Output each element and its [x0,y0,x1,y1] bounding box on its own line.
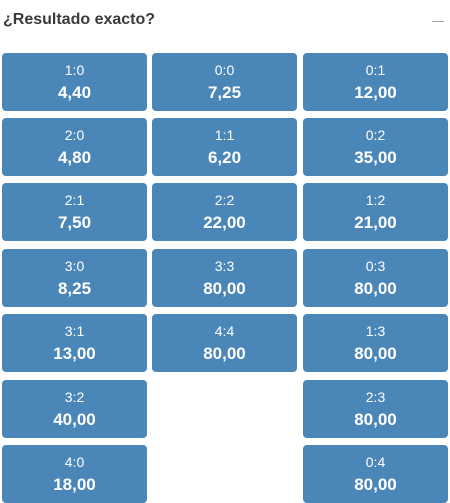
odd-value: 80,00 [203,344,246,363]
score-label: 0:4 [365,454,386,470]
score-label: 2:1 [64,192,85,208]
market-title: ¿Resultado exacto? [3,11,156,28]
odd-button-0-0[interactable]: 0:0 7,25 [152,53,297,111]
odd-button-1-2[interactable]: 1:2 21,00 [303,183,448,241]
odd-value: 35,00 [354,148,397,167]
minus-icon[interactable] [430,12,446,30]
score-label: 2:3 [365,389,386,405]
odd-value: 40,00 [53,410,96,429]
score-label: 0:1 [365,62,386,78]
odd-value: 22,00 [203,213,246,232]
odd-value: 4,80 [57,148,92,167]
score-label: 3:2 [64,389,85,405]
odd-button-3-3[interactable]: 3:3 80,00 [152,249,297,307]
odd-value: 4,40 [57,83,92,102]
score-label: 3:0 [64,258,85,274]
odd-button-3-2[interactable]: 3:2 40,00 [2,380,147,438]
score-label: 4:4 [214,323,235,339]
score-label: 0:2 [365,127,386,143]
odd-button-2-3[interactable]: 2:3 80,00 [303,380,448,438]
odd-value: 12,00 [354,83,397,102]
odd-button-4-4[interactable]: 4:4 80,00 [152,314,297,372]
odd-value: 80,00 [354,410,397,429]
score-label: 1:1 [214,127,235,143]
score-label: 1:3 [365,323,386,339]
odd-button-0-1[interactable]: 0:1 12,00 [303,53,448,111]
score-label: 2:2 [214,192,235,208]
odd-value: 80,00 [354,279,397,298]
score-label: 3:3 [214,258,235,274]
odd-button-3-1[interactable]: 3:1 13,00 [2,314,147,372]
odd-button-1-1[interactable]: 1:1 6,20 [152,118,297,176]
odd-value: 7,25 [207,83,242,102]
odd-button-2-0[interactable]: 2:0 4,80 [2,118,147,176]
odd-value: 21,00 [354,213,397,232]
odd-button-2-2[interactable]: 2:2 22,00 [152,183,297,241]
odd-value: 7,50 [57,213,92,232]
odd-button-1-3[interactable]: 1:3 80,00 [303,314,448,372]
odd-value: 8,25 [57,279,92,298]
odd-value: 80,00 [354,475,397,494]
score-label: 3:1 [64,323,85,339]
odd-value: 13,00 [53,344,96,363]
odd-button-0-4[interactable]: 0:4 80,00 [303,445,448,503]
odd-value: 80,00 [354,344,397,363]
score-label: 0:0 [214,62,235,78]
odd-button-1-0[interactable]: 1:0 4,40 [2,53,147,111]
odd-button-2-1[interactable]: 2:1 7,50 [2,183,147,241]
odd-button-0-3[interactable]: 0:3 80,00 [303,249,448,307]
score-label: 0:3 [365,258,386,274]
market-header[interactable]: ¿Resultado exacto? [0,0,450,44]
score-label: 1:0 [64,62,85,78]
score-label: 2:0 [64,127,85,143]
odd-value: 80,00 [203,279,246,298]
odd-value: 18,00 [53,475,96,494]
odd-value: 6,20 [207,148,242,167]
odd-button-4-0[interactable]: 4:0 18,00 [2,445,147,503]
score-label: 4:0 [64,454,85,470]
odd-button-3-0[interactable]: 3:0 8,25 [2,249,147,307]
score-label: 1:2 [365,192,386,208]
odd-button-0-2[interactable]: 0:2 35,00 [303,118,448,176]
